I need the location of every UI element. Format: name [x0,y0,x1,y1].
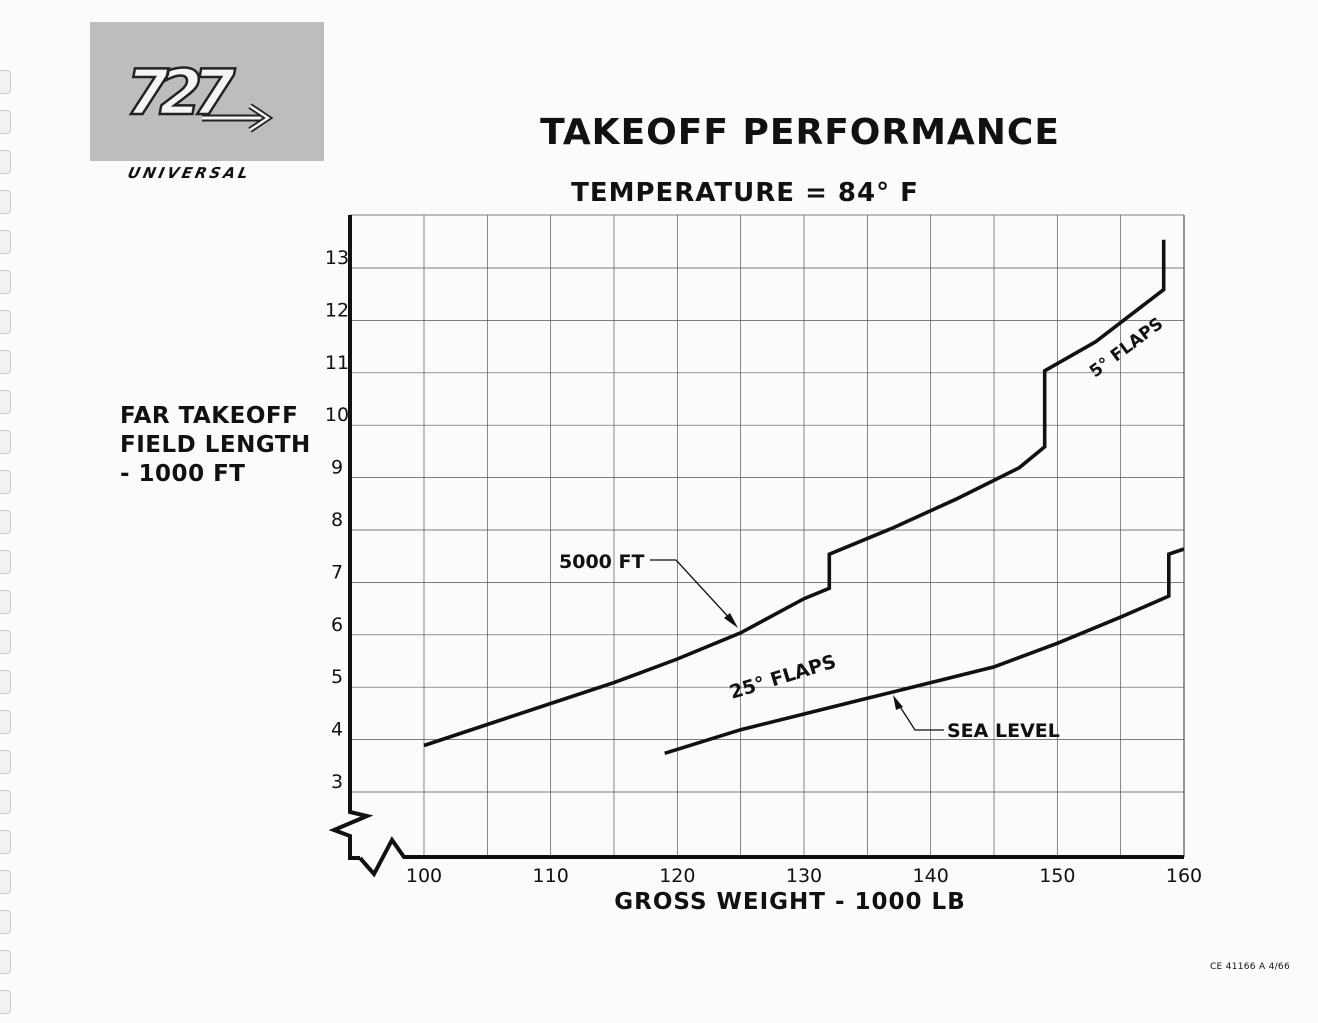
y-tick-label: 10 [325,404,349,426]
binder-hole [0,630,11,654]
x-tick-label: 120 [659,865,695,887]
y-axis-label: FAR TAKEOFF FIELD LENGTH - 1000 FT [120,402,320,489]
y-tick-label: 13 [325,247,349,269]
binder-hole [0,70,11,94]
chart-title: TAKEOFF PERFORMANCE [540,112,1060,153]
series-lines [423,239,1185,756]
x-tick-label: 130 [786,865,822,887]
chart-subtitle: TEMPERATURE = 84° F [571,178,919,208]
binder-hole [0,870,11,894]
binder-hole [0,910,11,934]
binder-hole [0,110,11,134]
y-tick-label: 4 [331,719,343,741]
y-tick-label: 11 [325,352,349,374]
binder-hole [0,550,11,574]
series-line-sea-level [664,547,1185,756]
x-tick-label: 100 [406,865,442,887]
binder-hole [0,390,11,414]
annotation-5-flaps: 5° FLAPS [1086,314,1167,382]
arrow-head-icon [893,695,903,710]
binder-hole [0,510,11,534]
x-tick-label: 110 [533,865,569,887]
y-tick-label: 9 [331,457,343,479]
y-axis-line [328,215,374,860]
x-tick-label: 140 [913,865,949,887]
binder-hole [0,950,11,974]
arrow-head-icon [724,613,738,628]
y-axis-label-line: - 1000 FT [120,461,246,487]
document-code: CE 41166 A 4/66 [1209,962,1290,972]
binder-hole [0,230,11,254]
logo-727-graphic: 727 [125,55,274,133]
leader-line-sea-level [896,701,944,731]
x-axis-line [358,836,1184,878]
y-tick-label: 8 [331,509,343,531]
binder-hole [0,270,11,294]
annotation-5000ft: 5000 FT [559,551,644,573]
binder-hole [0,470,11,494]
binder-hole [0,590,11,614]
y-tick-label: 5 [331,666,343,688]
y-tick-label: 12 [325,299,349,321]
binder-hole [0,430,11,454]
y-tick-label: 6 [331,614,343,636]
y-tick-label: 3 [331,771,343,793]
binder-hole [0,310,11,334]
axes [328,215,1184,878]
leader-line-5000ft [650,559,734,623]
annotation-sea-level: SEA LEVEL [947,720,1060,742]
binder-hole [0,790,11,814]
binder-hole [0,190,11,214]
binder-hole [0,990,11,1014]
tick-labels: 100 110 120 130 140 150 160 3 4 5 6 7 8 9 10 11 12 13 [325,247,1202,887]
annotations: 5000 FT SEA LEVEL 25° FLAPS 5° FLAPS [559,314,1167,742]
binder-hole [0,670,11,694]
grid [350,214,1185,857]
binder-hole [0,150,11,174]
binder-hole [0,750,11,774]
y-axis-label-line: FAR TAKEOFF [120,403,299,429]
annotation-25-flaps: 25° FLAPS [727,651,839,704]
y-axis-label-line: FIELD LENGTH [120,432,311,458]
x-axis-label: GROSS WEIGHT - 1000 LB [614,889,966,915]
x-tick-label: 150 [1039,865,1075,887]
binder-hole [0,350,11,374]
series-line-5000-ft [423,239,1166,748]
binder-hole [0,830,11,854]
arrow-right-icon-inner [249,104,271,132]
y-tick-label: 7 [331,561,343,583]
x-tick-label: 160 [1166,865,1202,887]
binder-hole [0,710,11,734]
logo-727: 727 [90,22,324,161]
